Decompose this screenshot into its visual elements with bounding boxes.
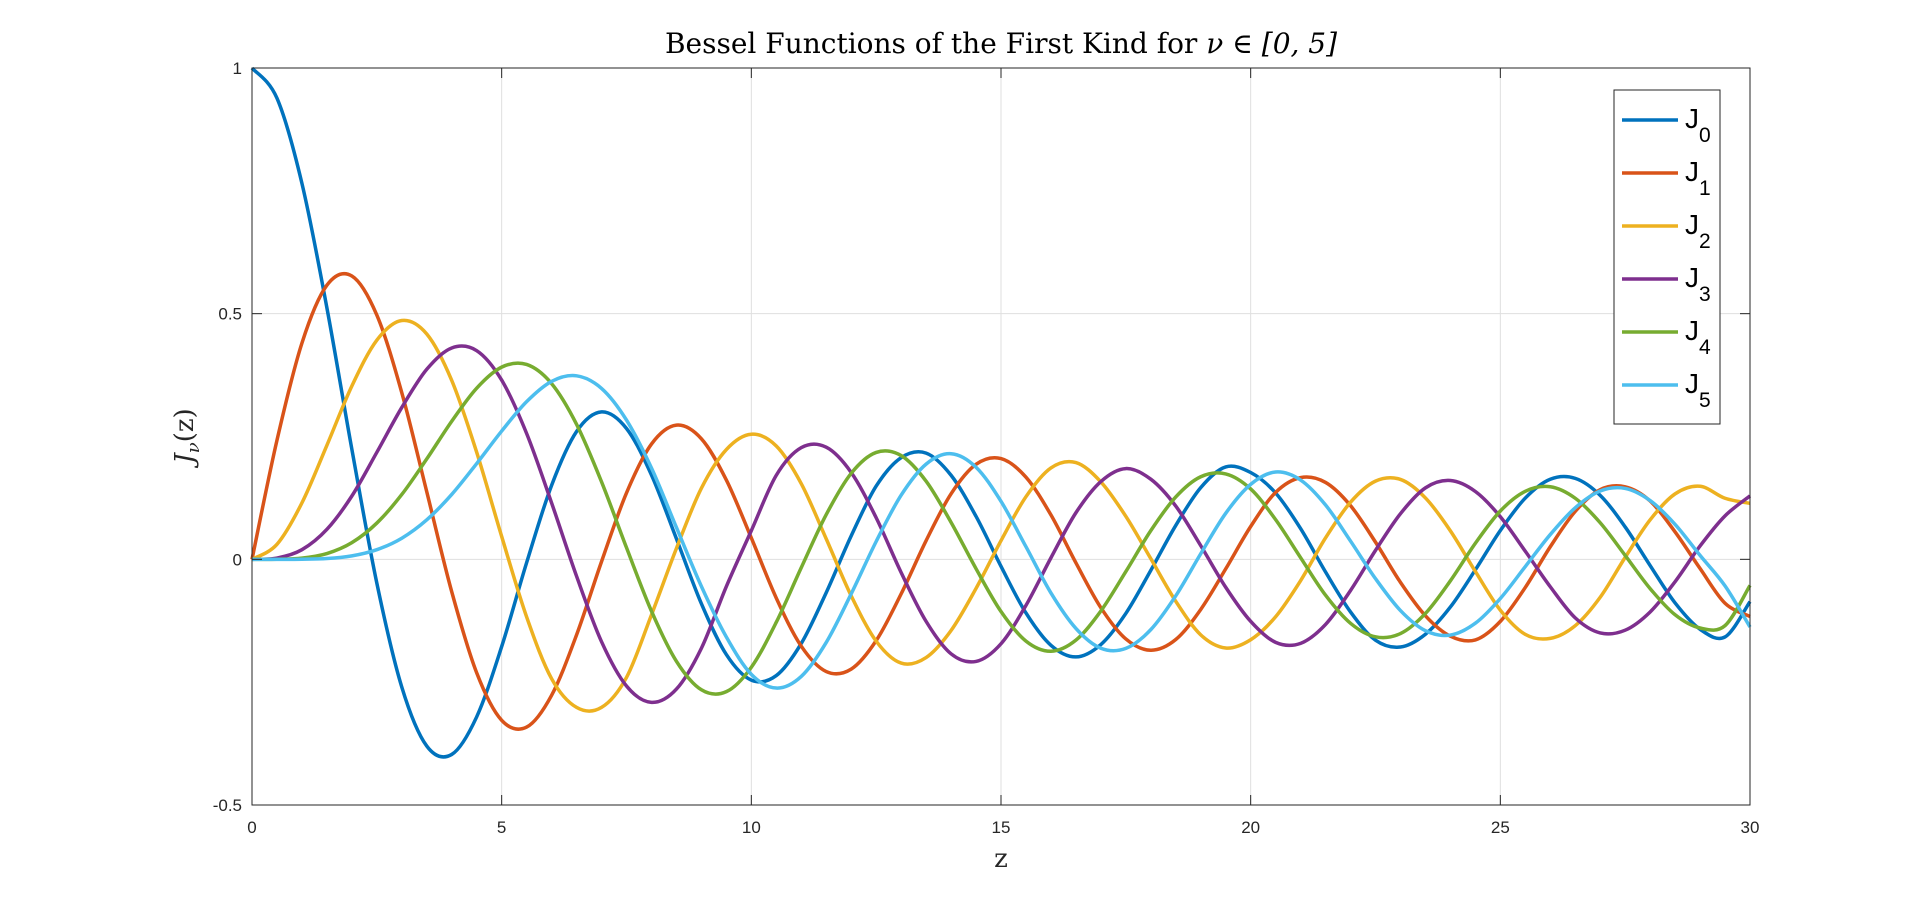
y-tick-label: 0.5 — [218, 305, 242, 324]
x-tick-label: 10 — [742, 818, 761, 837]
legend-box — [1613, 89, 1721, 425]
x-tick-label: 25 — [1491, 818, 1510, 837]
legend-label-j4: J4 — [1685, 315, 1711, 359]
series-line-j1 — [250, 271, 1751, 731]
y-axis-label: Jν(z) — [170, 408, 204, 468]
series-line-j2 — [251, 318, 1751, 713]
legend-label-subscript: 1 — [1699, 177, 1711, 200]
legend-label-j2: J2 — [1685, 209, 1711, 253]
legend-label-main: J — [1685, 262, 1699, 293]
y-axis-label-paren: (z) — [170, 408, 200, 442]
legend-label-main: J — [1685, 315, 1699, 346]
chart-title-math: ν ∈ [0, 5] — [1206, 27, 1337, 60]
y-axis-label-sub: ν — [183, 442, 204, 453]
legend-label-main: J — [1685, 209, 1699, 240]
legend-label-subscript: 3 — [1699, 283, 1711, 306]
x-tick-label: 30 — [1741, 818, 1760, 837]
legend-label-subscript: 2 — [1699, 230, 1711, 253]
y-tick-label: -0.5 — [213, 796, 242, 815]
x-tick-label: 20 — [1241, 818, 1260, 837]
legend-label-main: J — [1685, 368, 1699, 399]
legend-label-j0: J0 — [1685, 103, 1711, 147]
y-tick-label: 1 — [233, 59, 242, 78]
chart-title-text: Bessel Functions of the First Kind for — [665, 27, 1206, 60]
legend-label-j5: J5 — [1685, 368, 1711, 412]
x-tick-label: 5 — [497, 818, 506, 837]
y-axis-label-main: J — [170, 452, 200, 469]
series-line-j3 — [251, 344, 1752, 705]
legend-label-subscript: 5 — [1699, 389, 1711, 412]
y-tick-label: 0 — [233, 550, 242, 569]
chart-title: Bessel Functions of the First Kind for ν… — [665, 27, 1337, 60]
series-line-j5 — [251, 373, 1752, 690]
legend-label-subscript: 0 — [1699, 124, 1711, 147]
x-tick-label: 0 — [247, 818, 256, 837]
x-axis-label: z — [994, 844, 1008, 874]
ticks: 0 5 10 15 20 25 30-0.500.51 — [213, 59, 1760, 837]
legend-label-main: J — [1685, 103, 1699, 134]
legend-label-subscript: 4 — [1699, 336, 1711, 359]
series-line-j4 — [251, 361, 1752, 696]
legend-label-j3: J3 — [1685, 262, 1711, 306]
grid — [252, 68, 1750, 805]
series-lines — [250, 66, 1752, 759]
legend-label-j1: J1 — [1685, 156, 1711, 200]
x-tick-label: 15 — [992, 818, 1011, 837]
legend-label-main: J — [1685, 156, 1699, 187]
series-line-j0 — [250, 66, 1752, 759]
